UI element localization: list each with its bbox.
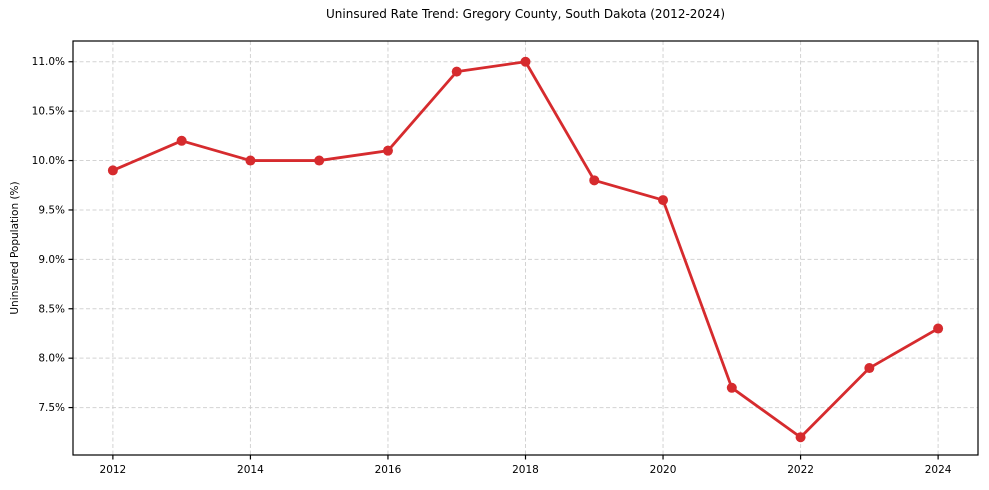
data-point-2018 <box>520 56 531 67</box>
y-tick-label: 10.5% <box>32 106 65 118</box>
x-tick-label: 2012 <box>100 464 127 476</box>
y-tick-label: 8.5% <box>38 303 65 315</box>
x-tick-label: 2014 <box>237 464 264 476</box>
y-tick-label: 10.0% <box>32 155 65 167</box>
data-point-2012 <box>107 165 118 176</box>
data-point-2019 <box>589 175 600 186</box>
x-tick-label: 2024 <box>925 464 952 476</box>
data-point-2017 <box>451 66 462 77</box>
x-tick-label: 2018 <box>512 464 539 476</box>
y-tick-label: 11.0% <box>32 56 65 68</box>
data-point-2016 <box>382 145 393 156</box>
data-point-2015 <box>314 155 325 166</box>
x-tick-label: 2020 <box>650 464 677 476</box>
x-tick-label: 2016 <box>375 464 402 476</box>
chart-title: Uninsured Rate Trend: Gregory County, So… <box>325 7 726 21</box>
y-tick-label: 8.0% <box>38 353 65 365</box>
data-point-2022 <box>795 432 806 443</box>
y-tick-label: 9.5% <box>38 204 65 216</box>
data-point-2023 <box>864 363 875 374</box>
data-point-2020 <box>658 195 669 206</box>
x-tick-label: 2022 <box>787 464 814 476</box>
data-point-2014 <box>245 155 256 166</box>
data-point-2021 <box>726 382 737 393</box>
y-tick-label: 9.0% <box>38 254 65 266</box>
y-tick-label: 7.5% <box>38 402 65 414</box>
data-point-2024 <box>933 323 944 334</box>
data-point-2013 <box>176 135 187 146</box>
